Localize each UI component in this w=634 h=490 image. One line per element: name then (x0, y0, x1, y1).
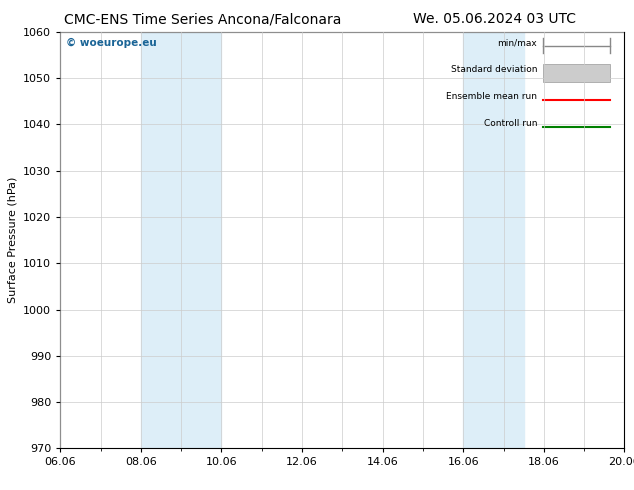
Text: Ensemble mean run: Ensemble mean run (446, 92, 537, 101)
Text: min/max: min/max (497, 38, 537, 47)
Text: Standard deviation: Standard deviation (451, 65, 537, 74)
Text: Controll run: Controll run (484, 119, 537, 128)
Y-axis label: Surface Pressure (hPa): Surface Pressure (hPa) (8, 177, 18, 303)
Text: We. 05.06.2024 03 UTC: We. 05.06.2024 03 UTC (413, 12, 576, 26)
Bar (141, 32, 221, 448)
Text: CMC-ENS Time Series Ancona/Falconara: CMC-ENS Time Series Ancona/Falconara (64, 12, 342, 26)
Bar (463, 32, 524, 448)
Bar (543, 64, 611, 82)
Text: © woeurope.eu: © woeurope.eu (66, 38, 157, 48)
